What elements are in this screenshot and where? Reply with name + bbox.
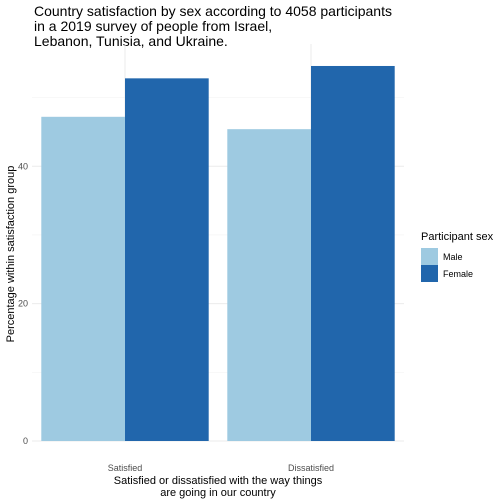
title-line: Lebanon, Tunisia, and Ukraine. xyxy=(34,33,228,49)
bar-female-dissatisfied xyxy=(311,66,395,441)
legend-label-male: Male xyxy=(443,252,463,262)
bars xyxy=(41,66,394,441)
bar-male-dissatisfied xyxy=(227,129,311,441)
y-axis-ticks: 0 20 40 xyxy=(18,161,28,446)
x-axis-title: Satisfied or dissatisfied with the way t… xyxy=(114,475,323,499)
bar-female-satisfied xyxy=(125,78,209,441)
title-line: Country satisfaction by sex according to… xyxy=(34,3,392,19)
x-axis-title-line: are going in our country xyxy=(160,487,276,499)
x-tick-label: Dissatisfied xyxy=(288,463,334,473)
x-tick-label: Satisfied xyxy=(108,463,143,473)
y-tick-label: 0 xyxy=(23,436,28,446)
x-axis-ticks: Satisfied Dissatisfied xyxy=(108,463,334,473)
x-axis-title-line: Satisfied or dissatisfied with the way t… xyxy=(114,475,323,487)
legend-key-female xyxy=(421,265,438,282)
title-line: in a 2019 survey of people from Israel, xyxy=(34,18,272,34)
legend: Participant sex Male Female xyxy=(421,231,494,282)
legend-title: Participant sex xyxy=(421,231,494,243)
legend-label-female: Female xyxy=(443,269,473,279)
y-axis-title: Percentage within satisfaction group xyxy=(5,166,17,343)
bar-male-satisfied xyxy=(41,117,125,441)
y-tick-label: 40 xyxy=(18,161,28,171)
y-tick-label: 20 xyxy=(18,299,28,309)
chart-title: Country satisfaction by sex according to… xyxy=(34,3,392,49)
legend-key-male xyxy=(421,248,438,265)
